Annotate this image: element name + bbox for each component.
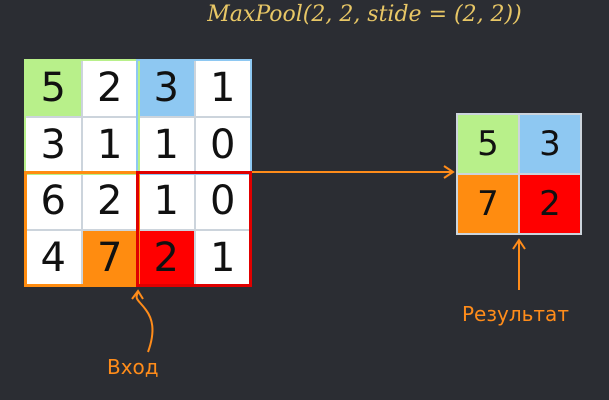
input-cell: 4 bbox=[26, 230, 81, 285]
input-cell: 2 bbox=[82, 61, 137, 116]
output-cell: 3 bbox=[520, 115, 580, 173]
input-cell: 2 bbox=[82, 174, 137, 229]
input-label: Вход bbox=[107, 355, 159, 379]
output-cell: 5 bbox=[458, 115, 518, 173]
input-cell: 3 bbox=[139, 61, 194, 116]
output-cell: 2 bbox=[520, 175, 580, 233]
input-to-output-arrow bbox=[252, 165, 455, 179]
result-label: Результат bbox=[462, 302, 569, 326]
input-label-arrow bbox=[131, 289, 154, 353]
output-cell: 7 bbox=[458, 175, 518, 233]
input-cell: 1 bbox=[195, 230, 250, 285]
input-cell: 0 bbox=[195, 117, 250, 172]
input-cell: 1 bbox=[82, 117, 137, 172]
result-label-arrow bbox=[512, 238, 526, 290]
input-cell: 7 bbox=[82, 230, 137, 285]
input-cell: 0 bbox=[195, 174, 250, 229]
input-cell: 3 bbox=[26, 117, 81, 172]
input-cell: 1 bbox=[139, 174, 194, 229]
input-cell: 6 bbox=[26, 174, 81, 229]
input-cell: 2 bbox=[139, 230, 194, 285]
input-cell: 1 bbox=[139, 117, 194, 172]
input-cell: 5 bbox=[26, 61, 81, 116]
input-cell: 1 bbox=[195, 61, 250, 116]
maxpool-formula: MaxPool(2, 2, stide = (2, 2)) bbox=[207, 2, 522, 27]
